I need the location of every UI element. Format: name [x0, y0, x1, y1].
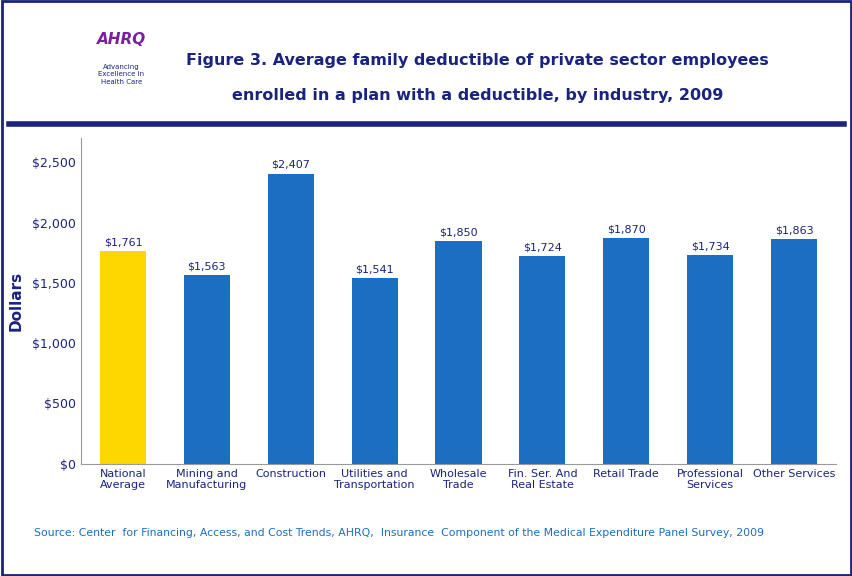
Text: $1,761: $1,761 [104, 238, 142, 248]
Text: $1,850: $1,850 [439, 227, 477, 237]
Bar [351, 278, 397, 464]
Text: enrolled in a plan with a deductible, by industry, 2009: enrolled in a plan with a deductible, by… [232, 88, 722, 103]
Text: Source: Center  for Financing, Access, and Cost Trends, AHRQ,  Insurance  Compon: Source: Center for Financing, Access, an… [34, 528, 763, 538]
Text: $1,870: $1,870 [606, 225, 645, 234]
Y-axis label: Dollars: Dollars [9, 271, 24, 331]
Text: AHRQ: AHRQ [96, 32, 146, 47]
Bar [183, 275, 230, 464]
Text: $1,724: $1,724 [522, 242, 561, 252]
Text: Figure 3. Average family deductible of private sector employees: Figure 3. Average family deductible of p… [186, 53, 769, 68]
Bar [519, 256, 565, 464]
Bar [268, 173, 314, 464]
Bar [100, 251, 146, 464]
Bar [686, 255, 733, 464]
Text: Advancing
Excellence in
Health Care: Advancing Excellence in Health Care [98, 63, 144, 85]
Text: $2,407: $2,407 [271, 160, 310, 170]
Text: $1,734: $1,734 [690, 241, 728, 251]
Bar [770, 239, 816, 464]
Text: $1,541: $1,541 [355, 264, 394, 274]
Text: $1,563: $1,563 [187, 262, 226, 272]
Bar [602, 238, 648, 464]
Bar [435, 241, 481, 464]
Text: $1,863: $1,863 [774, 226, 812, 236]
